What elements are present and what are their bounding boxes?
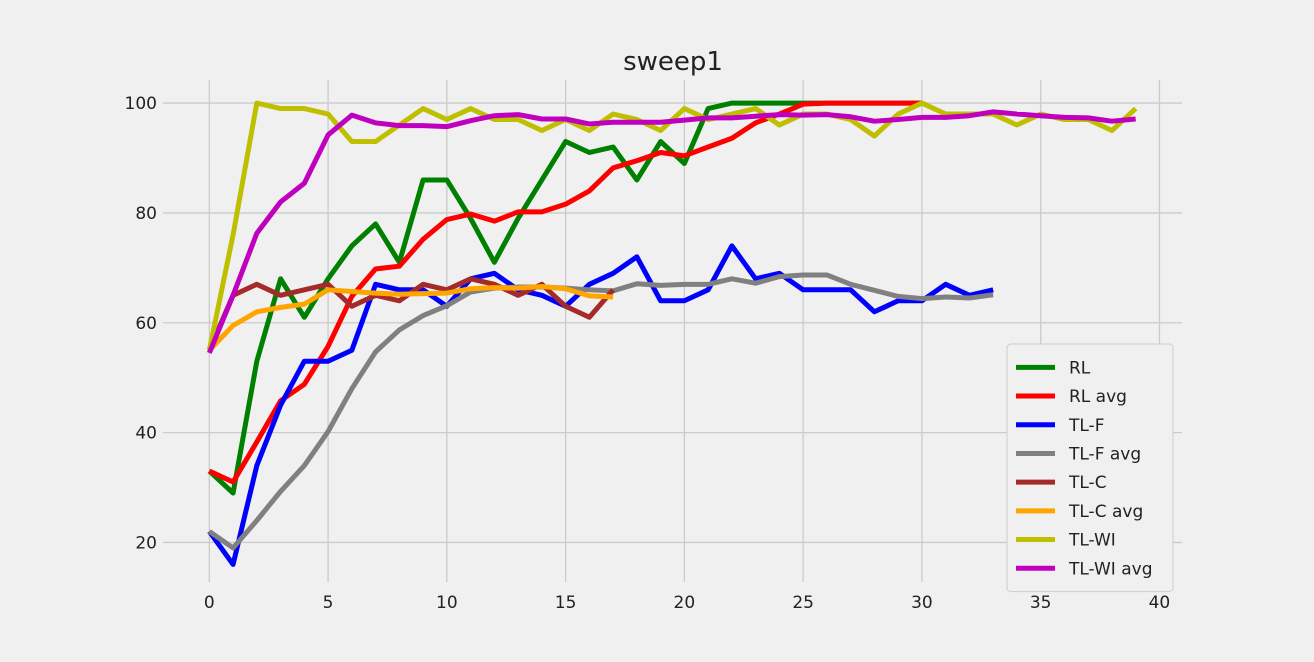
legend-label-tl-wi: TL-WI [1068, 531, 1116, 551]
x-tick-label: 10 [436, 593, 458, 613]
tick-labels: 0 5 10 15 20 25 30 35 40 20 40 60 80 100 [125, 94, 1171, 613]
series-line-tl-f-avg [207, 272, 994, 551]
x-tick-label: 30 [911, 593, 933, 613]
legend-label-rl: RL [1069, 358, 1091, 378]
legend-label-rl-avg: RL avg [1069, 387, 1127, 407]
legend-label-tl-f-avg: TL-F avg [1068, 444, 1141, 464]
x-tick-label: 0 [204, 593, 215, 613]
x-tick-label: 40 [1149, 593, 1171, 613]
legend-label-tl-c: TL-C [1068, 473, 1107, 493]
y-tick-label: 80 [135, 204, 157, 224]
y-tick-label: 20 [135, 533, 157, 553]
x-tick-label: 35 [1030, 593, 1052, 613]
series-line-rl-avg [208, 100, 922, 485]
x-tick-label: 5 [323, 593, 334, 613]
chart-title: sweep1 [623, 47, 723, 77]
series-layer [206, 100, 1138, 567]
x-tick-label: 15 [555, 593, 577, 613]
series-line-tl-f [207, 243, 994, 567]
legend: RL RL avg TL-F TL-F avg TL-C TL-C avg TL-WI TL-… [1006, 343, 1174, 593]
legend-box [1006, 343, 1174, 593]
y-tick-label: 60 [135, 314, 157, 334]
y-tick-label: 40 [135, 424, 157, 444]
y-tick-label: 100 [125, 94, 157, 114]
x-tick-label: 25 [792, 593, 814, 613]
legend-label-tl-wi-avg: TL-WI avg [1068, 559, 1153, 579]
series-line-tl-wi-avg [207, 109, 1136, 354]
series-line-tl-c-avg [207, 284, 614, 352]
legend-label-tl-c-avg: TL-C avg [1068, 502, 1143, 522]
legend-label-tl-f: TL-F [1068, 416, 1104, 436]
x-tick-label: 20 [674, 593, 696, 613]
